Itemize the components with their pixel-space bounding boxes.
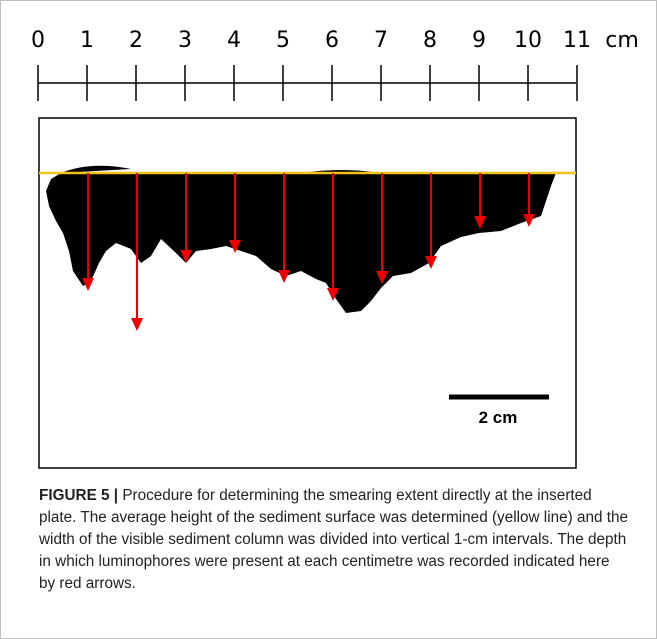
ruler-label: 0 — [31, 28, 45, 53]
ruler-unit: cm — [605, 28, 639, 53]
scale-bar-label: 2 cm — [479, 408, 518, 427]
caption-label: FIGURE 5 | — [39, 487, 118, 504]
caption: FIGURE 5 | Procedure for determining the… — [39, 485, 629, 595]
ruler-label: 7 — [374, 28, 388, 53]
figure: 0 1 2 3 4 5 6 7 8 9 10 11 cm 2 cm FIGURE 5 | Procedu… — [0, 0, 657, 639]
ruler-label: 2 — [129, 28, 143, 53]
ruler-label: 9 — [472, 28, 486, 53]
ruler-label: 11 — [563, 28, 591, 53]
ruler-label: 1 — [80, 28, 94, 53]
figure-image: 0 1 2 3 4 5 6 7 8 9 10 11 cm 2 cm — [1, 1, 656, 481]
ruler-label: 6 — [325, 28, 339, 53]
ruler: 0 1 2 3 4 5 6 7 8 9 10 11 cm — [31, 28, 639, 101]
ruler-label: 3 — [178, 28, 192, 53]
ruler-label: 10 — [514, 28, 542, 53]
caption-text: Procedure for determining the smearing e… — [39, 487, 628, 592]
ruler-label: 5 — [276, 28, 290, 53]
ruler-label: 8 — [423, 28, 437, 53]
ruler-label: 4 — [227, 28, 241, 53]
